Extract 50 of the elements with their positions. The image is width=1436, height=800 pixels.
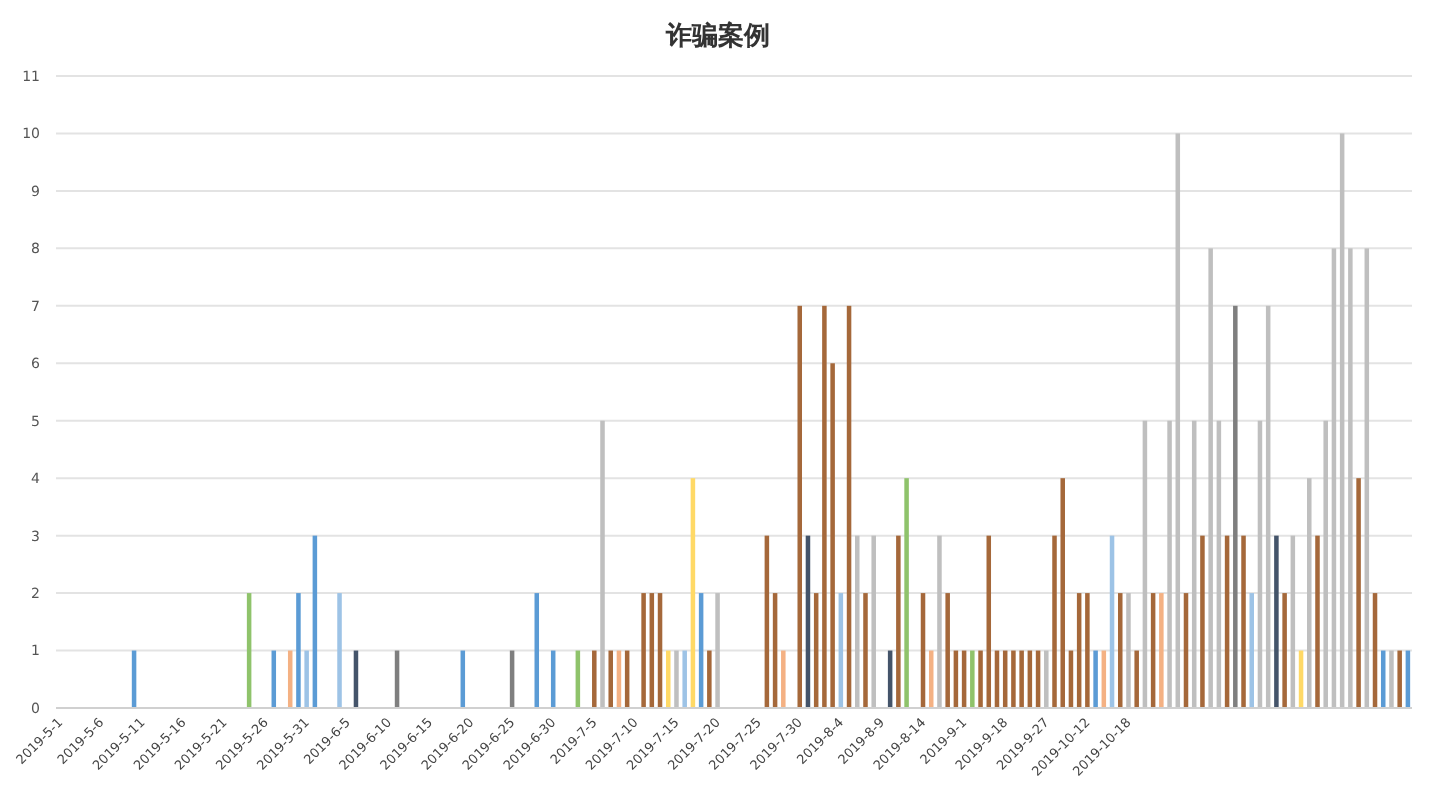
bar: [1274, 535, 1279, 708]
bar: [1200, 535, 1205, 708]
bar: [781, 650, 786, 708]
bar: [937, 535, 942, 708]
bar: [1307, 478, 1312, 708]
bar: [707, 650, 712, 708]
bar: [665, 650, 671, 708]
bar: [1019, 650, 1024, 708]
bar: [904, 478, 909, 708]
bar: [822, 305, 827, 708]
bar: [641, 593, 646, 708]
bar: [855, 535, 860, 708]
bar: [797, 305, 803, 708]
bar: [978, 650, 983, 708]
bar: [863, 593, 868, 708]
bar: [1159, 593, 1164, 708]
bar: [1060, 478, 1065, 708]
bar: [1315, 535, 1320, 708]
bar: [1134, 650, 1139, 708]
bar: [970, 650, 975, 708]
bar: [600, 420, 605, 708]
bar: [1085, 593, 1090, 708]
bar: [896, 535, 901, 708]
bar: [1397, 650, 1402, 708]
bar: [674, 650, 679, 708]
bar: [1348, 248, 1353, 708]
bar: [1117, 593, 1123, 708]
bar: [1241, 535, 1246, 708]
bar: [296, 593, 301, 708]
bar: [1044, 650, 1049, 708]
bar: [945, 593, 950, 708]
bar: [1167, 420, 1172, 708]
bar: [871, 535, 876, 708]
bar: [1233, 305, 1238, 708]
bar: [337, 593, 342, 708]
bar: [1356, 478, 1361, 708]
bar: [1126, 593, 1131, 708]
bar: [1249, 593, 1255, 708]
bar: [608, 650, 613, 708]
bar: [1208, 248, 1213, 708]
bar: [1323, 420, 1328, 708]
bar: [1093, 650, 1098, 708]
bar: [682, 650, 687, 708]
bar: [1282, 593, 1287, 708]
chart-title: 诈骗案例: [664, 20, 770, 52]
bar: [592, 650, 597, 708]
bar: [1011, 650, 1016, 708]
bar: [1389, 650, 1394, 708]
bar: [304, 650, 309, 708]
bar: [715, 593, 720, 708]
